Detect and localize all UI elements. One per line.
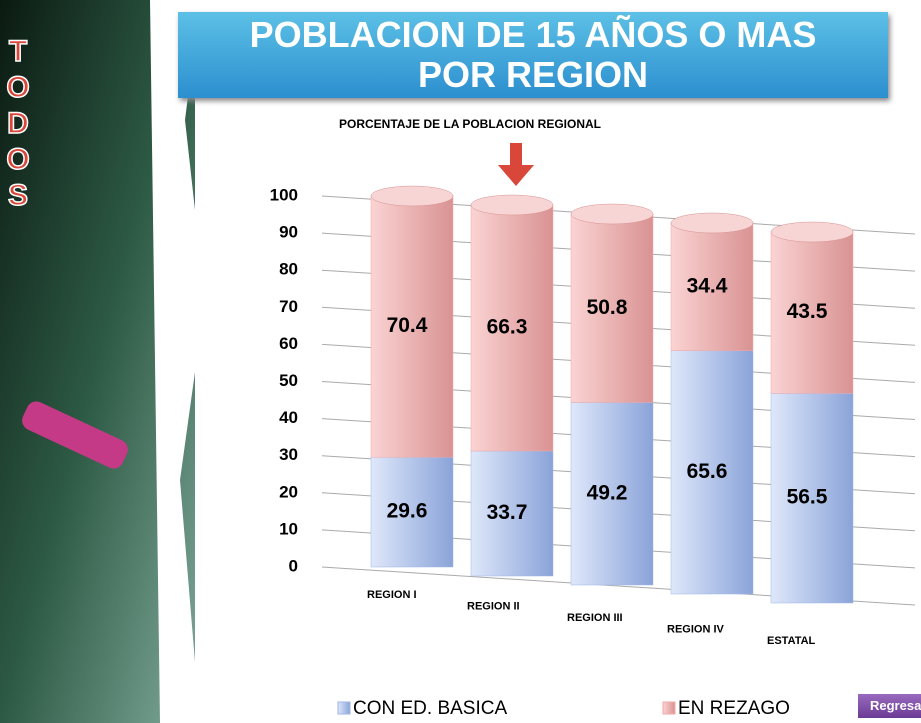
side-letter: O: [6, 143, 29, 176]
data-label: 56.5: [787, 486, 828, 509]
y-tick-label: 0: [289, 556, 298, 575]
bar-cap: [371, 186, 453, 206]
bar-cap: [471, 195, 553, 215]
side-letter: O: [6, 71, 29, 104]
page: PORCENTAJE DE LA POBLACION REGIONAL TODO…: [0, 0, 921, 723]
chart-subtitle: PORCENTAJE DE LA POBLACION REGIONAL: [339, 117, 601, 131]
y-tick-label: 50: [279, 371, 298, 390]
x-tick-label: REGION IV: [667, 623, 725, 635]
side-letter: S: [8, 179, 28, 212]
data-label: 34.4: [687, 274, 728, 297]
chart-title: POBLACION DE 15 AÑOS O MAS POR REGION: [178, 12, 888, 98]
data-label: 49.2: [587, 481, 628, 504]
data-label: 65.6: [687, 460, 728, 483]
data-label: 33.7: [487, 501, 528, 524]
arrow: [498, 143, 534, 186]
legend-label: EN REZAGO: [678, 698, 790, 719]
y-tick-label: 90: [279, 223, 298, 242]
bar-cap: [571, 204, 653, 224]
y-tick-label: 10: [279, 519, 298, 538]
legend-swatch: [338, 702, 350, 714]
x-tick-label: ESTATAL: [767, 635, 816, 647]
data-label: 43.5: [787, 300, 828, 323]
data-label: 70.4: [387, 314, 428, 337]
y-tick-label: 70: [279, 297, 298, 316]
bar-cap: [771, 222, 853, 242]
legend-label: CON ED. BASICA: [353, 698, 507, 719]
y-tick-label: 100: [270, 185, 298, 204]
x-tick-label: REGION III: [567, 612, 623, 624]
y-tick-label: 80: [279, 260, 298, 279]
chart: PORCENTAJE DE LA POBLACION REGIONAL TODO…: [0, 0, 921, 723]
legend-swatch: [663, 702, 675, 714]
x-tick-label: REGION I: [367, 589, 417, 601]
data-label: 50.8: [587, 296, 628, 319]
y-tick-label: 30: [279, 445, 298, 464]
back-button[interactable]: Regresa: [858, 694, 921, 718]
bar-cap: [671, 213, 753, 233]
y-tick-label: 40: [279, 408, 298, 427]
data-label: 29.6: [387, 500, 428, 523]
y-tick-label: 60: [279, 334, 298, 353]
side-letter: D: [7, 107, 29, 140]
x-tick-label: REGION II: [467, 600, 520, 612]
side-letter: T: [9, 35, 27, 68]
data-label: 66.3: [487, 316, 528, 339]
y-tick-label: 20: [279, 482, 298, 501]
